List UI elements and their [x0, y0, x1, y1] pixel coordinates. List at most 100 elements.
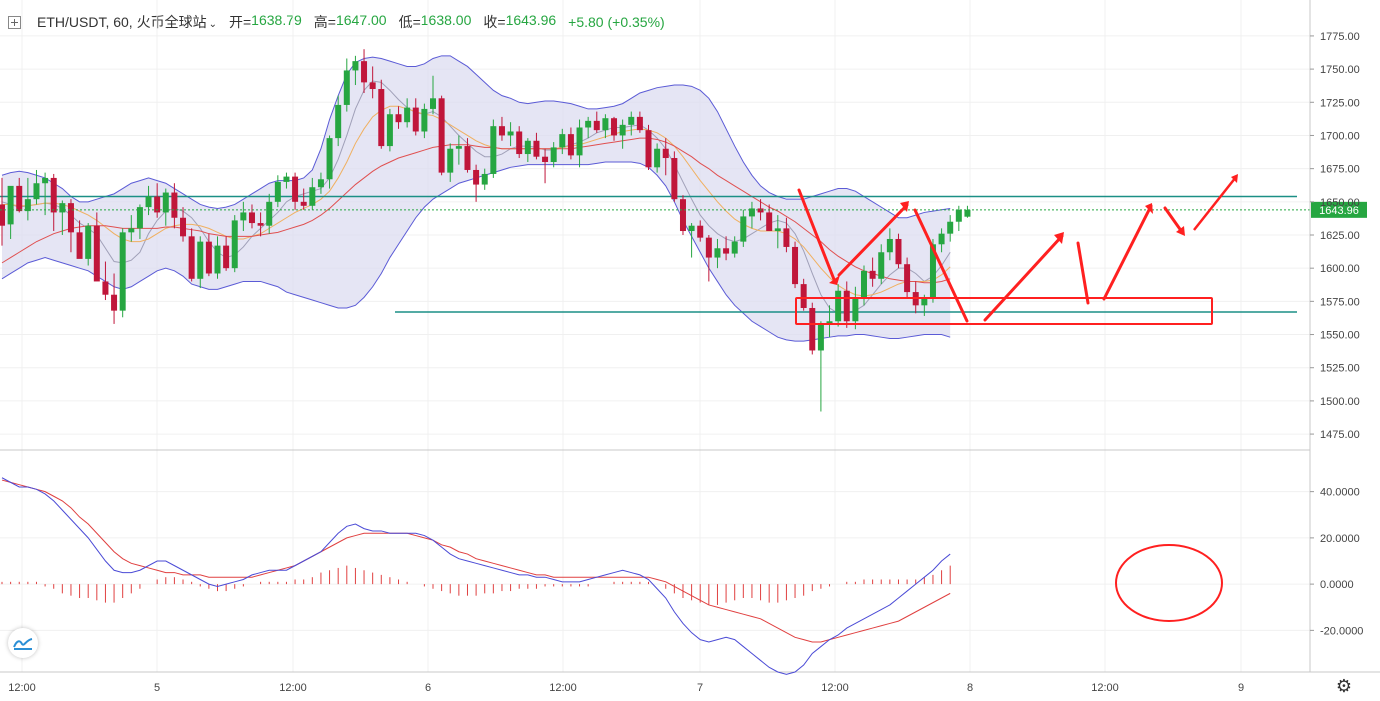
candle-body [93, 225, 100, 282]
candle-body [430, 98, 436, 109]
candle-body [386, 114, 393, 147]
candle-body [714, 248, 721, 258]
candle-body [757, 208, 764, 213]
ohlc-close: 收= 1643.96 [483, 12, 556, 32]
annotation-arrowhead [900, 201, 909, 212]
candle-body [800, 284, 807, 308]
candle-body [464, 146, 471, 170]
price-axis-label: 1575.00 [1320, 296, 1360, 308]
candle-body [473, 169, 480, 185]
low-value: 1638.00 [420, 12, 472, 28]
candle-body [688, 225, 695, 232]
macd-axis-label: -20.0000 [1320, 625, 1363, 637]
candle-body [455, 146, 462, 149]
candle-body [378, 89, 385, 147]
candle-body [886, 238, 893, 253]
tradingview-logo-icon[interactable] [8, 628, 38, 658]
symbol-selector[interactable]: ETH/USDT, 60, 火币全球站 ⌄ [37, 12, 217, 32]
price-axis-label: 1600.00 [1320, 263, 1360, 275]
time-axis-label: 12:00 [549, 682, 577, 694]
macd-annotation-circle [1115, 544, 1223, 622]
candle-body [59, 203, 66, 213]
candle-body [895, 238, 902, 265]
time-axis-label: 12:00 [1091, 682, 1119, 694]
ma-short-line [1, 80, 951, 314]
candle-body [869, 270, 876, 279]
annotation-arrow-down [797, 188, 837, 284]
candle-body [214, 245, 221, 274]
low-label: 低= [398, 14, 421, 30]
macd-axis-label: 40.0000 [1320, 487, 1360, 499]
high-label: 高= [313, 14, 336, 30]
price-axis-label: 1525.00 [1320, 363, 1360, 375]
candle-body [576, 127, 583, 156]
candle-body [559, 134, 566, 148]
candle-body [645, 130, 652, 168]
candle-body [964, 209, 971, 217]
candle-body [748, 208, 755, 217]
annotation-arrowhead [1176, 226, 1185, 236]
candle-body [490, 126, 497, 174]
candle-body [205, 241, 212, 274]
candle-body [542, 156, 549, 163]
candle-body [679, 199, 686, 232]
candle-body [938, 233, 945, 245]
candle-body [33, 183, 40, 200]
candle-body [119, 232, 126, 311]
collapse-toggle-icon[interactable] [8, 15, 21, 29]
time-axis-label: 6 [425, 682, 431, 694]
candle-body [740, 216, 747, 242]
annotation-arrow-up [837, 203, 909, 277]
candle-body [766, 212, 773, 232]
candle-body [343, 70, 350, 105]
candle-body [817, 323, 824, 351]
candle-body [662, 148, 669, 159]
candle-body [24, 199, 31, 212]
candle-body [309, 187, 316, 206]
annotation-arrow-projected-down [1163, 206, 1184, 234]
price-axis-label: 1500.00 [1320, 396, 1360, 408]
candle-body [783, 228, 790, 247]
time-axis-label: 12:00 [8, 682, 36, 694]
ohlc-high: 高= 1647.00 [314, 12, 387, 32]
candle-body [524, 140, 531, 155]
candle-body [0, 204, 5, 226]
gear-icon[interactable]: ⚙ [1335, 676, 1353, 696]
candle-body [611, 118, 618, 136]
candle-body [162, 192, 169, 213]
annotation-arrow-projected-up [1193, 176, 1237, 231]
close-label: 收= [483, 14, 506, 30]
macd-line [1, 477, 951, 675]
high-value: 1647.00 [335, 12, 387, 28]
candle-body [955, 209, 962, 222]
candle-body [240, 212, 247, 221]
candle-body [792, 246, 799, 285]
candle-body [533, 140, 540, 157]
candle-body [257, 223, 264, 226]
time-axis-label: 12:00 [279, 682, 307, 694]
price-axis-label: 1725.00 [1320, 97, 1360, 109]
price-axis-label: 1550.00 [1320, 330, 1360, 342]
last-price-tag-bg [1311, 201, 1367, 218]
candle-body [447, 148, 454, 173]
bollinger-band-fill [2, 55, 951, 342]
candle-body [171, 192, 178, 218]
ohlc-low: 低= 1638.00 [399, 12, 472, 32]
candle-body [283, 176, 290, 182]
candle-body [774, 228, 781, 232]
candle-body [42, 177, 49, 184]
candle-body [274, 181, 281, 202]
candle-body [421, 108, 428, 132]
candle-body [723, 248, 730, 254]
candle-body [878, 252, 885, 279]
macd-signal-line [1, 479, 951, 643]
candle-body [602, 118, 609, 131]
time-axis-label: 8 [967, 682, 973, 694]
time-axis-label: 9 [1238, 682, 1244, 694]
candle-body [352, 61, 359, 71]
candle-body [498, 126, 505, 136]
candle-body [7, 185, 14, 225]
candle-body [317, 179, 324, 188]
price-axis-label: 1775.00 [1320, 31, 1360, 43]
